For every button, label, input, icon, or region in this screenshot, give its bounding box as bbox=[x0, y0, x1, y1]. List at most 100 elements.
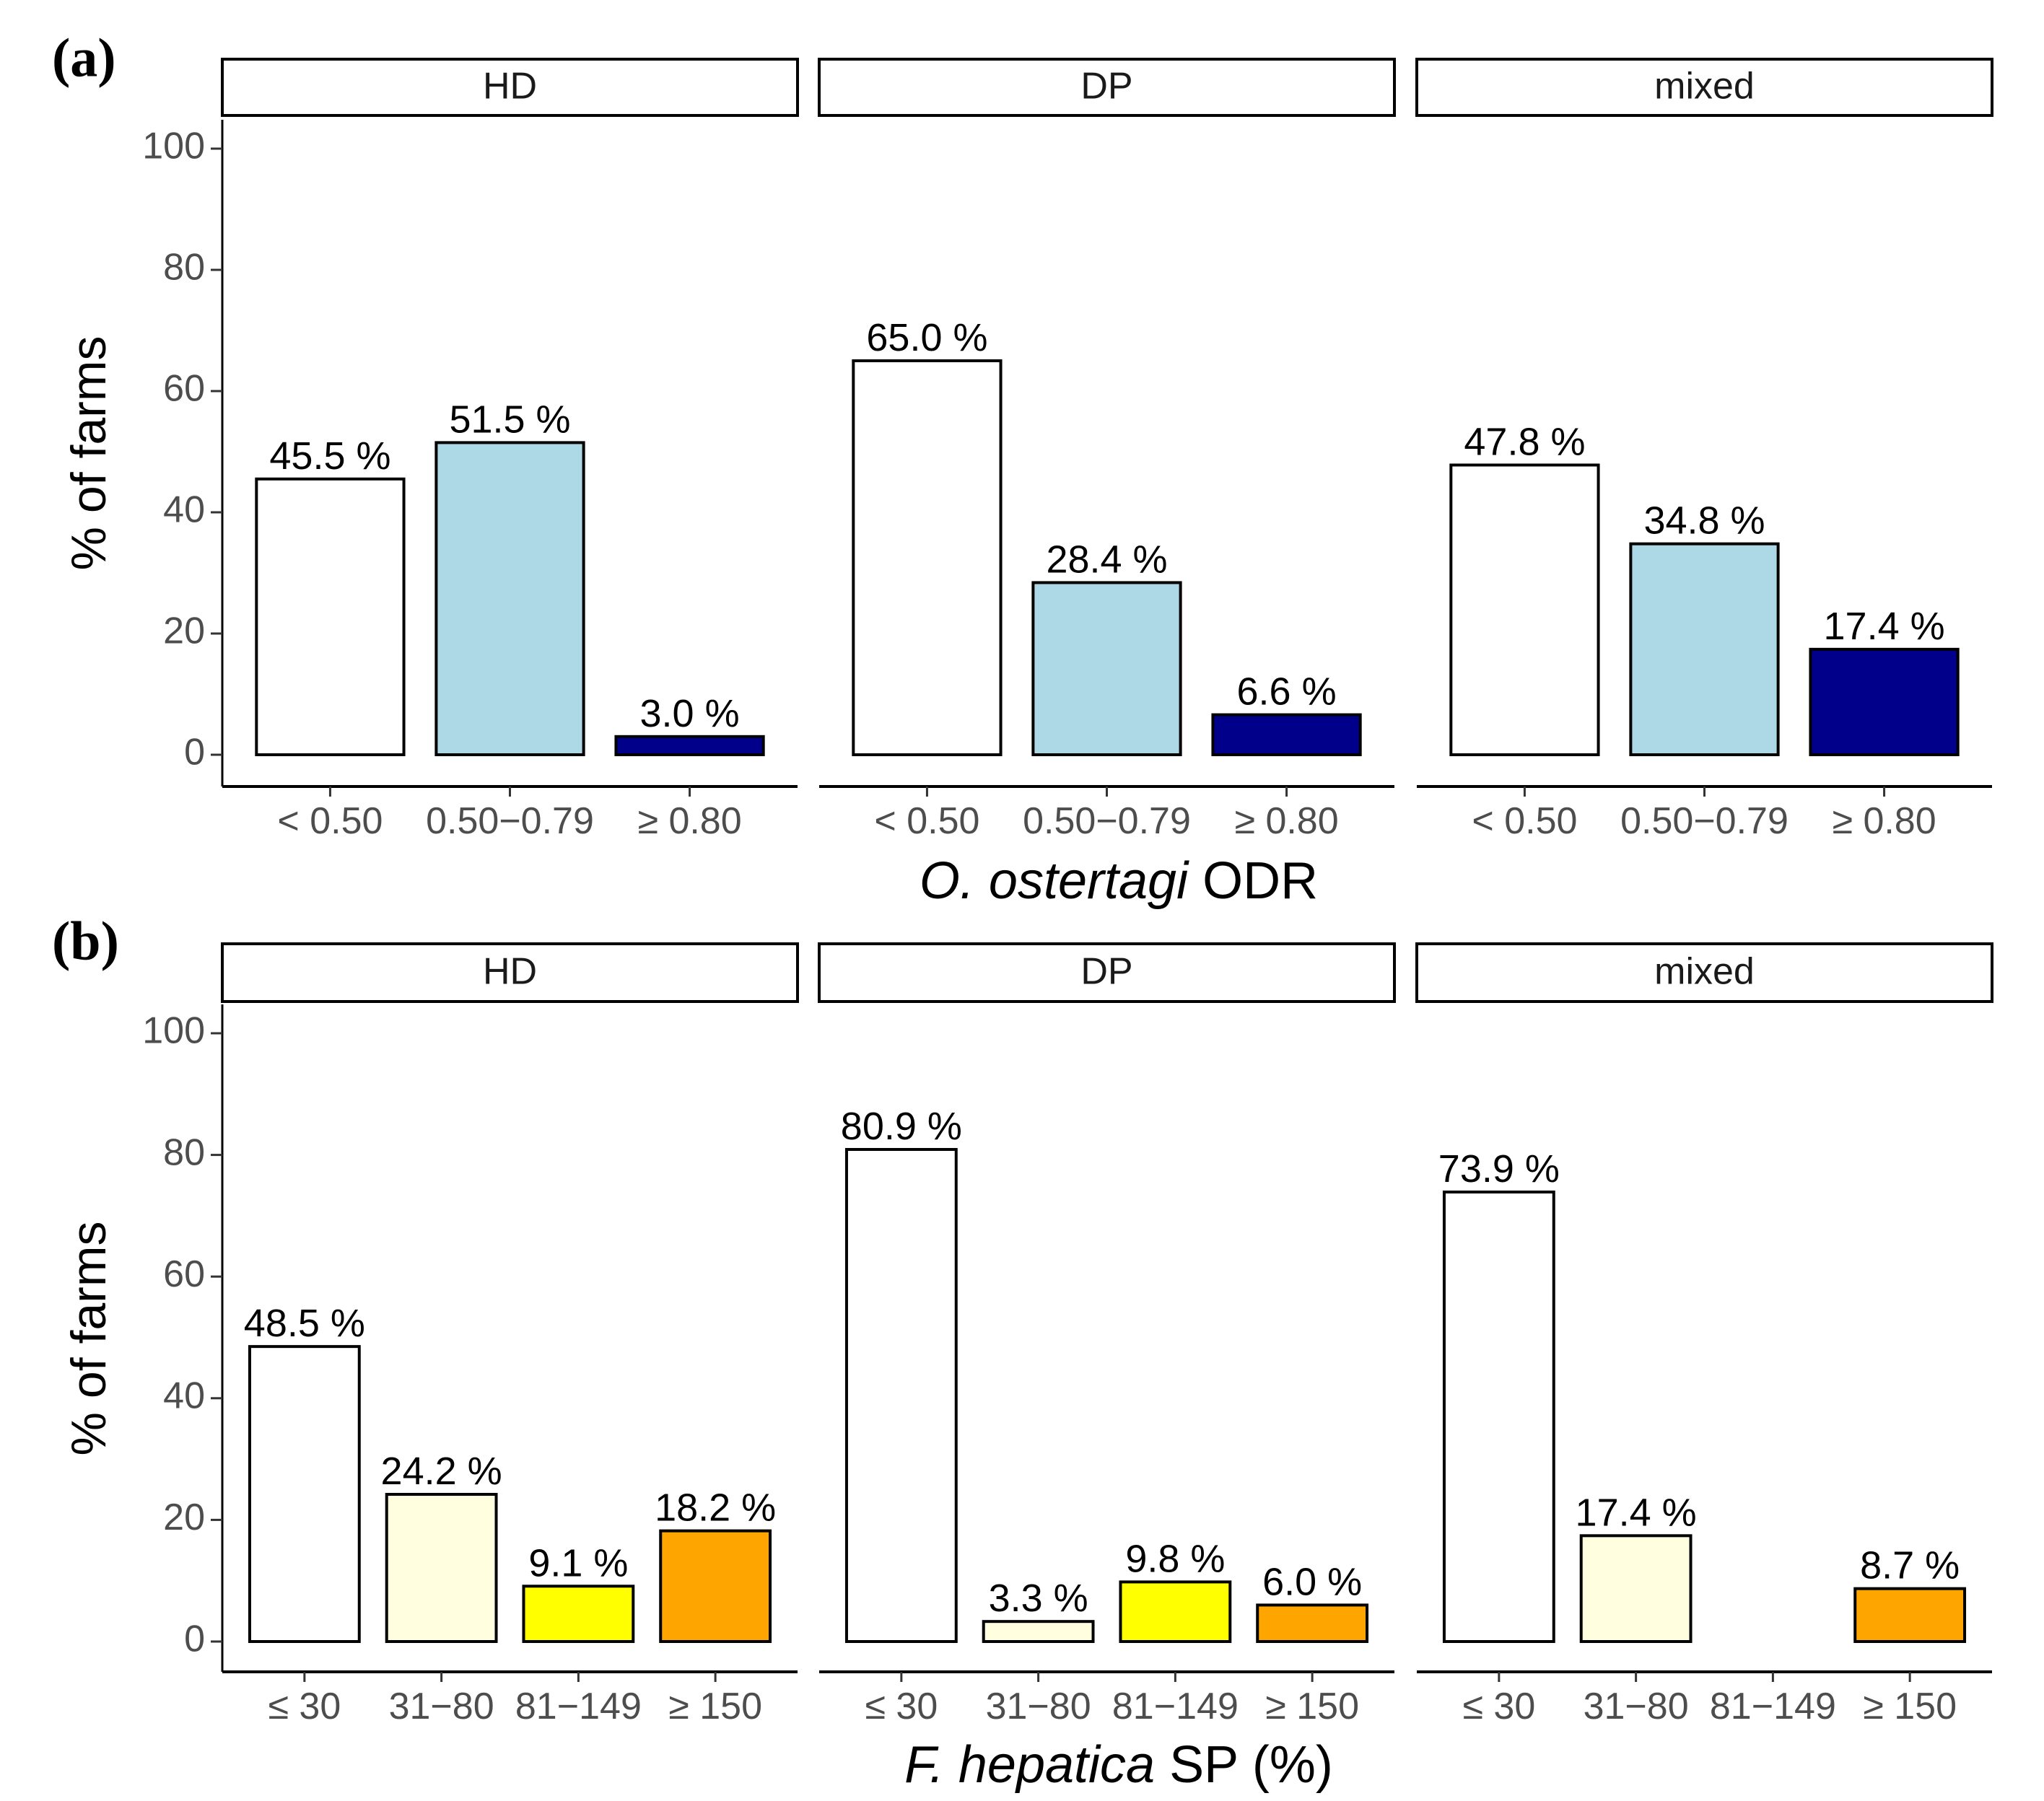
x-axis-title-measure: ODR bbox=[1188, 852, 1318, 910]
bar bbox=[1809, 647, 1960, 757]
bar bbox=[1442, 1191, 1555, 1643]
facet-strip-label: HD bbox=[483, 951, 537, 993]
facet-mixed: mixed 73.9 % ≤ 30 17.4 % 31−80 81−149 8.7 % ≥ 1… bbox=[1415, 942, 1993, 1727]
x-tick-label: ≥ 150 bbox=[1863, 1686, 1957, 1727]
panel-label: (a) bbox=[52, 27, 116, 88]
y-tick-label: 0 bbox=[184, 1618, 205, 1660]
facet-dp: DP 80.9 % ≤ 30 3.3 % 31−80 9.8 % 81−149 6.0 % ≥ … bbox=[818, 942, 1396, 1727]
panel-b: (b) 0 20 40 60 80 100 % of farms HD 48.5 % ≤ 30 24.… bbox=[52, 911, 1993, 1794]
bar-data-label: 47.8 % bbox=[1464, 420, 1585, 463]
bar-data-label: 24.2 % bbox=[381, 1450, 502, 1493]
bar bbox=[852, 359, 1003, 756]
y-axis-title: % of farms bbox=[61, 1222, 116, 1456]
facet-strip bbox=[818, 942, 1396, 1003]
bar-data-label: 34.8 % bbox=[1643, 499, 1765, 543]
facet-strip-label: mixed bbox=[1654, 66, 1755, 108]
x-tick-label: ≤ 30 bbox=[865, 1686, 938, 1727]
facet-strip-label: DP bbox=[1080, 66, 1132, 108]
panel-label: (b) bbox=[52, 911, 119, 971]
bar bbox=[614, 735, 765, 756]
bar bbox=[1256, 1603, 1369, 1643]
x-tick-label: 0.50−0.79 bbox=[426, 800, 594, 842]
bar-data-label: 6.0 % bbox=[1262, 1560, 1362, 1603]
x-tick-label: 31−80 bbox=[389, 1686, 494, 1727]
y-tick-label: 100 bbox=[142, 1010, 205, 1052]
x-tick-label: ≤ 30 bbox=[1462, 1686, 1535, 1727]
x-tick-label: ≥ 150 bbox=[668, 1686, 762, 1727]
bar-data-label: 80.9 % bbox=[841, 1105, 962, 1148]
facet-strip bbox=[1415, 58, 1993, 117]
bar bbox=[1579, 1534, 1693, 1644]
bar-data-label: 51.5 % bbox=[449, 398, 570, 441]
bar bbox=[1629, 542, 1780, 756]
x-tick-label: < 0.50 bbox=[874, 800, 979, 842]
x-tick-label: 81−149 bbox=[1112, 1686, 1239, 1727]
bar-data-label: 28.4 % bbox=[1046, 538, 1167, 581]
bar-data-label: 9.8 % bbox=[1125, 1537, 1225, 1580]
facet-strip bbox=[1415, 942, 1993, 1003]
y-tick-label: 80 bbox=[163, 1131, 205, 1173]
x-tick-label: 0.50−0.79 bbox=[1023, 800, 1191, 842]
x-tick-label: 31−80 bbox=[986, 1686, 1091, 1727]
facet-strip-label: DP bbox=[1080, 951, 1132, 993]
y-tick-label: 80 bbox=[163, 247, 205, 289]
bar-data-label: 9.1 % bbox=[528, 1541, 628, 1585]
y-tick-label: 20 bbox=[163, 1497, 205, 1538]
bar-data-label: 65.0 % bbox=[866, 316, 987, 359]
bar-data-label: 45.5 % bbox=[269, 434, 390, 478]
x-tick-label: ≥ 150 bbox=[1265, 1686, 1359, 1727]
panel-a: (a) 0 20 40 60 80 100 % of farms HD 45.5 % < 0.50 5… bbox=[52, 27, 1993, 910]
x-tick-label: 81−149 bbox=[515, 1686, 642, 1727]
bar bbox=[844, 1148, 958, 1643]
bar bbox=[1119, 1580, 1232, 1643]
bar bbox=[1211, 713, 1362, 756]
x-tick-label: ≥ 0.80 bbox=[1832, 800, 1936, 842]
y-tick-label: 40 bbox=[163, 489, 205, 531]
facet-hd: HD 45.5 % < 0.50 51.5 % 0.50−0.79 3.0 % ≥ 0.80 bbox=[221, 58, 799, 842]
bar-data-label: 8.7 % bbox=[1860, 1544, 1960, 1587]
facet-dp: DP 65.0 % < 0.50 28.4 % 0.50−0.79 6.6 % ≥ 0.80 bbox=[818, 58, 1396, 842]
y-tick-label: 20 bbox=[163, 610, 205, 652]
x-axis-title-measure: SP (%) bbox=[1155, 1736, 1333, 1794]
facet-strip bbox=[221, 942, 799, 1003]
x-tick-label: 0.50−0.79 bbox=[1620, 800, 1788, 842]
x-tick-label: 31−80 bbox=[1584, 1686, 1689, 1727]
bar-data-label: 17.4 % bbox=[1824, 605, 1945, 648]
y-tick-label: 60 bbox=[163, 368, 205, 410]
x-tick-label: 81−149 bbox=[1710, 1686, 1836, 1727]
bar-data-label: 3.0 % bbox=[640, 692, 740, 735]
facet-strip bbox=[818, 58, 1396, 117]
x-tick-label: ≤ 30 bbox=[268, 1686, 341, 1727]
y-tick-label: 100 bbox=[142, 126, 205, 167]
bar-data-label: 18.2 % bbox=[655, 1486, 776, 1530]
bar bbox=[1449, 463, 1600, 756]
x-axis-title: O. ostertagi ODR bbox=[920, 852, 1318, 910]
bar-data-label: 73.9 % bbox=[1438, 1147, 1560, 1191]
bar-data-label: 3.3 % bbox=[989, 1577, 1088, 1620]
bar bbox=[1853, 1587, 1967, 1643]
bar bbox=[522, 1585, 635, 1644]
bar-data-label: 48.5 % bbox=[244, 1302, 365, 1345]
bar bbox=[982, 1620, 1095, 1643]
bar-data-label: 17.4 % bbox=[1576, 1491, 1697, 1534]
chart-root: (a) 0 20 40 60 80 100 % of farms HD 45.5 % < 0.50 5… bbox=[52, 27, 1993, 1794]
facet-mixed: mixed 47.8 % < 0.50 34.8 % 0.50−0.79 17.4 % ≥ … bbox=[1415, 58, 1993, 842]
y-tick-label: 40 bbox=[163, 1375, 205, 1417]
bar bbox=[385, 1492, 498, 1643]
facet-hd: HD 48.5 % ≤ 30 24.2 % 31−80 9.1 % 81−149 18.2 %… bbox=[221, 942, 799, 1727]
x-axis-title: F. hepatica SP (%) bbox=[904, 1736, 1333, 1794]
bar bbox=[248, 1345, 361, 1644]
x-tick-label: < 0.50 bbox=[277, 800, 383, 842]
y-tick-label: 0 bbox=[184, 732, 205, 774]
x-tick-label: < 0.50 bbox=[1472, 800, 1577, 842]
x-tick-label: ≥ 0.80 bbox=[637, 800, 741, 842]
bar bbox=[659, 1529, 772, 1643]
y-axis-title: % of farms bbox=[61, 336, 116, 571]
bar bbox=[1031, 581, 1182, 756]
facet-strip-label: HD bbox=[483, 66, 537, 108]
x-axis-title-species: O. ostertagi bbox=[920, 852, 1189, 910]
x-tick-label: ≥ 0.80 bbox=[1234, 800, 1338, 842]
facet-strip-label: mixed bbox=[1654, 951, 1755, 993]
bar bbox=[255, 477, 406, 756]
